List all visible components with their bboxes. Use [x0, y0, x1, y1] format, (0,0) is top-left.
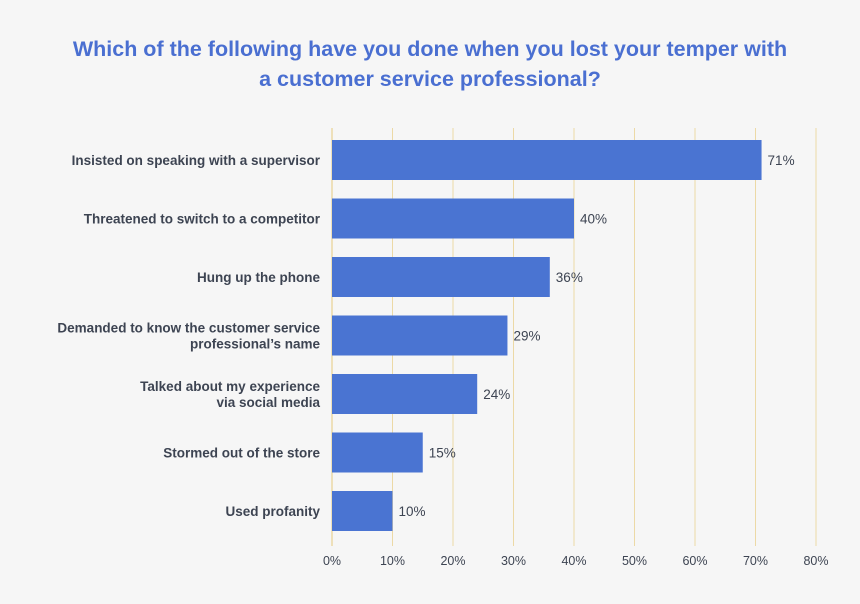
category-label-4-line-1: via social media [216, 395, 320, 410]
value-label-5: 15% [429, 446, 456, 461]
tick-label-0: 0% [323, 554, 341, 568]
tick-label-50: 50% [622, 554, 647, 568]
tick-label-60: 60% [682, 554, 707, 568]
tick-label-70: 70% [743, 554, 768, 568]
category-label-2: Hung up the phone [197, 270, 320, 285]
chart-title-line-2: a customer service professional? [259, 67, 601, 91]
value-label-3: 29% [513, 329, 540, 344]
category-label-4-line-0: Talked about my experience [140, 379, 320, 394]
labels: 71% Insisted on speaking with a superviso… [57, 153, 794, 519]
tick-label-20: 20% [440, 554, 465, 568]
category-label-6: Used profanity [225, 504, 320, 519]
bar-4 [332, 374, 478, 414]
x-axis-ticks: 0% 10% 20% 30% 40% 50% 60% 70% 80% [323, 554, 829, 568]
category-label-0: Insisted on speaking with a supervisor [72, 153, 321, 168]
tick-label-30: 30% [501, 554, 526, 568]
value-label-4: 24% [483, 387, 510, 402]
bar-6 [332, 491, 393, 531]
category-label-3-line-1: professional’s name [190, 337, 321, 352]
value-label-1: 40% [580, 212, 607, 227]
tick-label-40: 40% [561, 554, 586, 568]
category-label-1-line-0: Threatened to switch to a competitor [84, 212, 321, 227]
grid-lines [331, 128, 817, 546]
chart-title-line-1: Which of the following have you done whe… [72, 37, 788, 61]
value-label-6: 10% [399, 504, 426, 519]
bar-5 [332, 432, 423, 473]
category-label-6-line-0: Used profanity [225, 504, 320, 519]
category-label-1: Threatened to switch to a competitor [84, 212, 321, 227]
bars [332, 140, 762, 531]
bar-1 [332, 198, 574, 239]
tick-label-10: 10% [380, 554, 405, 568]
chart-title: Which of the following have you done whe… [0, 34, 860, 94]
bar-2 [332, 257, 550, 297]
category-label-5-line-0: Stormed out of the store [163, 446, 320, 461]
bar-3 [332, 315, 508, 356]
category-label-0-line-0: Insisted on speaking with a supervisor [72, 153, 321, 168]
value-label-0: 71% [768, 153, 795, 168]
bar-0 [332, 140, 762, 180]
value-label-2: 36% [556, 270, 583, 285]
category-label-2-line-0: Hung up the phone [197, 270, 320, 285]
category-label-3: Demanded to know the customer service pro… [57, 321, 320, 352]
tick-label-80: 80% [803, 554, 828, 568]
category-label-5: Stormed out of the store [163, 446, 320, 461]
category-label-4: Talked about my experience via social med… [140, 379, 320, 410]
category-label-3-line-0: Demanded to know the customer service [57, 321, 320, 336]
